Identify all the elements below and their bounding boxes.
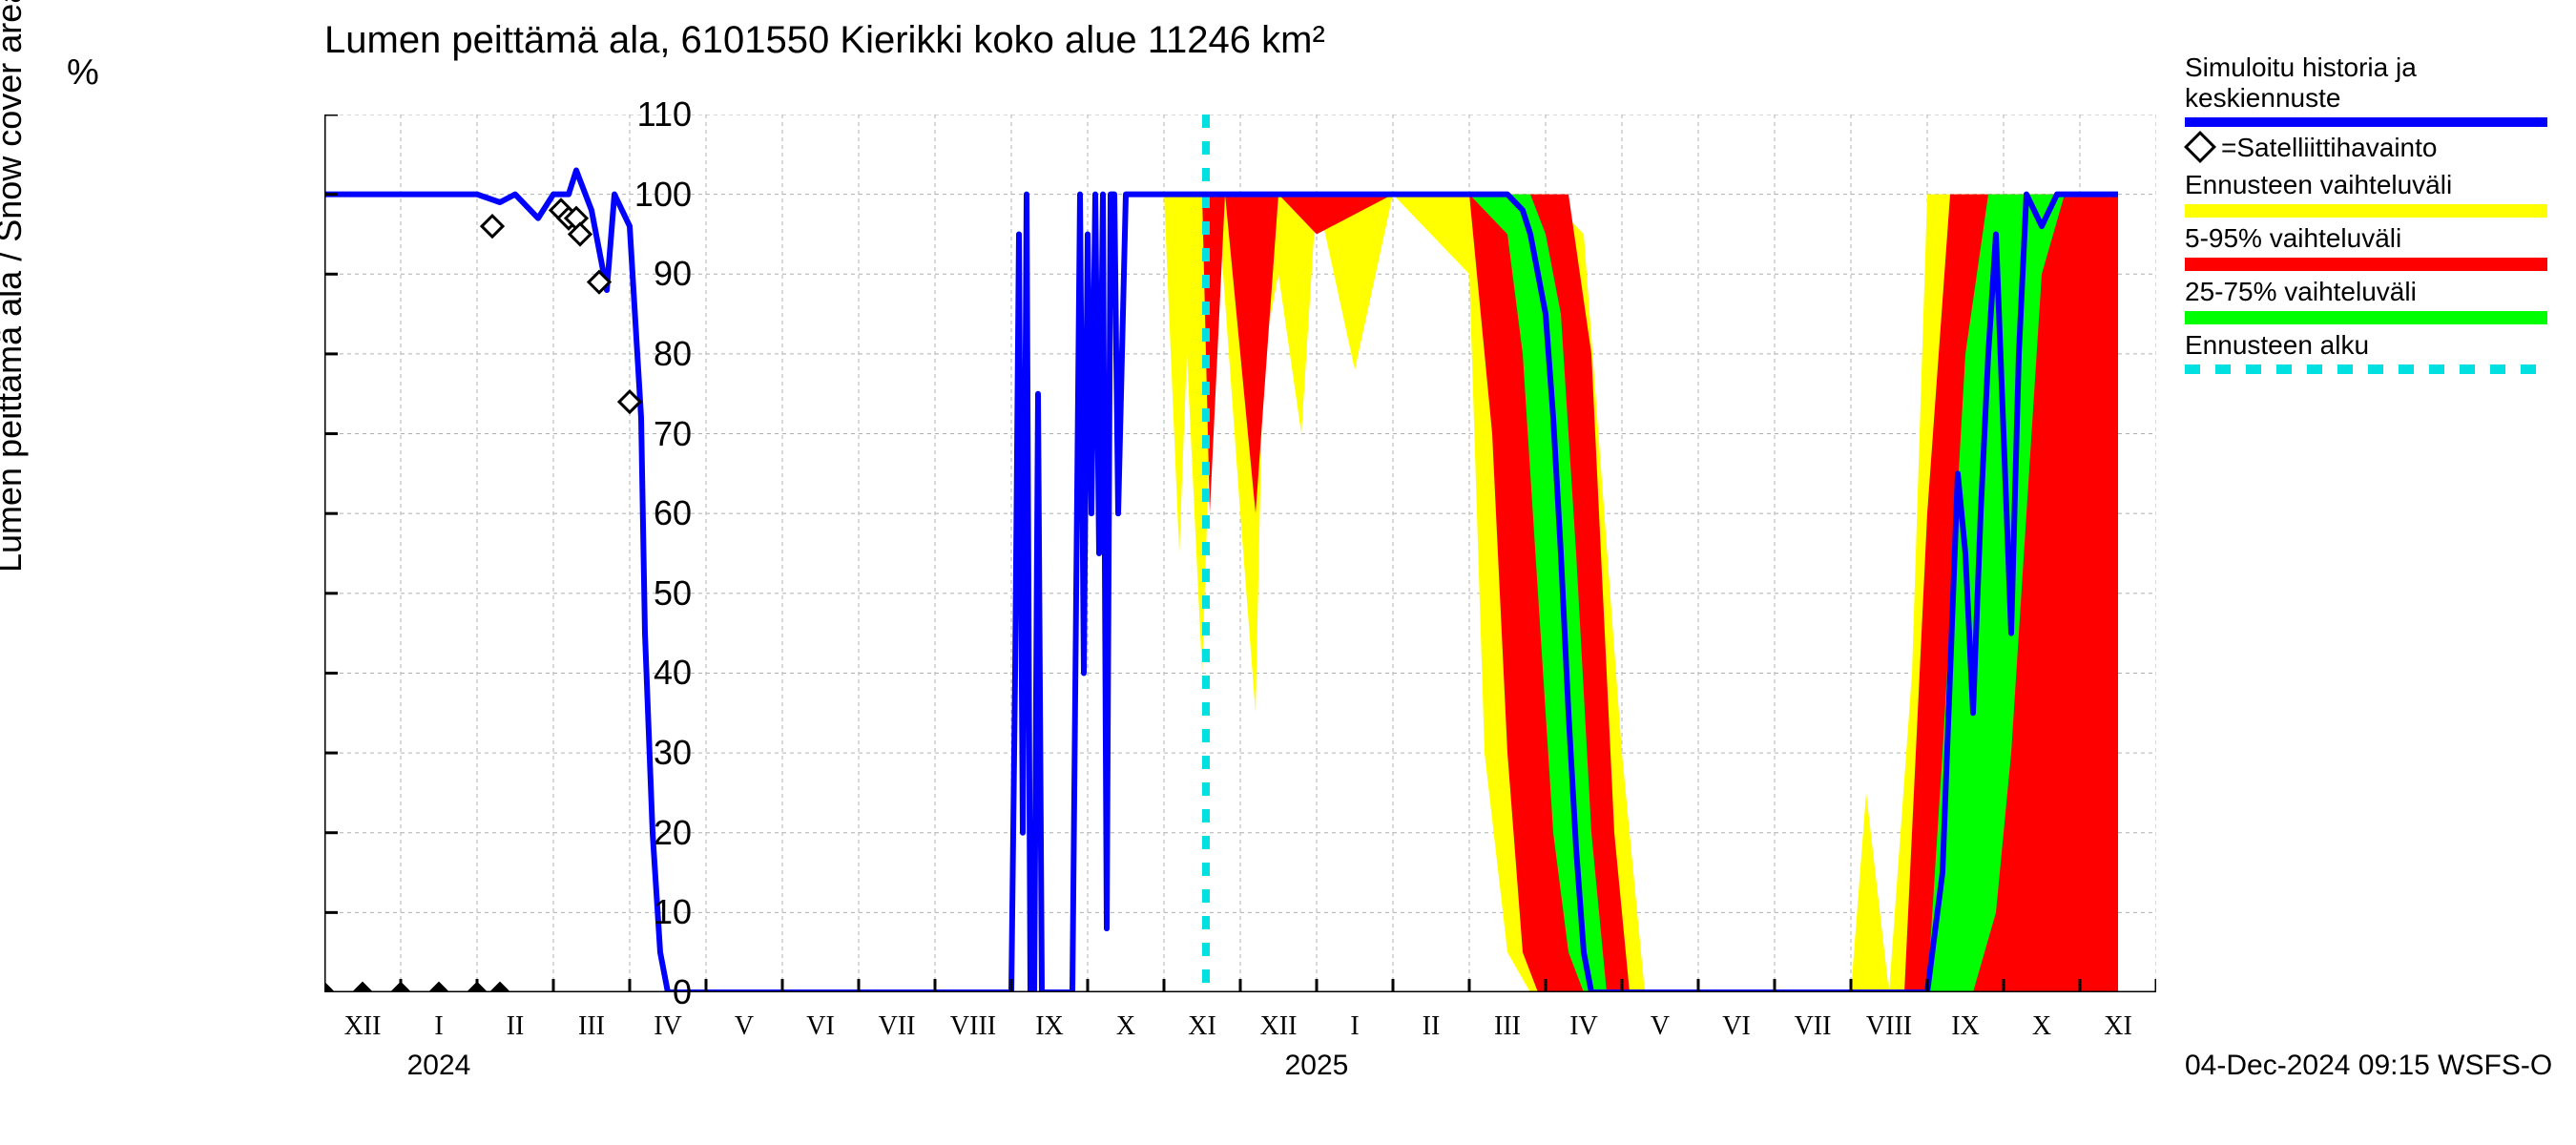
legend-item: Ennusteen alku [2185,330,2566,374]
x-tick-label: II [1423,1011,1441,1042]
y-tick-label: 110 [637,94,692,135]
x-tick-label: IV [1569,1011,1598,1042]
x-tick-label: I [1350,1011,1359,1042]
y-tick-label: 0 [673,972,692,1012]
y-tick-label: 30 [654,733,692,773]
y-tick-label: 20 [654,813,692,853]
x-year-label: 2025 [1285,1050,1349,1082]
x-tick-label: X [1116,1011,1135,1042]
plot-area [324,114,2156,992]
legend: Simuloitu historia ja keskiennuste =Satel… [2185,52,2566,380]
y-tick-label: 50 [654,573,692,614]
legend-label: 5-95% vaihteluväli [2185,223,2566,254]
y-axis-unit: % [67,52,99,94]
x-year-label: 2024 [407,1050,471,1082]
x-tick-label: V [735,1011,754,1042]
chart-container: Lumen peittämä ala, 6101550 Kierikki kok… [0,0,2576,1145]
x-tick-label: VII [1795,1011,1832,1042]
legend-label: Ennusteen vaihteluväli [2185,170,2566,200]
legend-label: Ennusteen alku [2185,330,2566,361]
y-tick-label: 70 [654,414,692,454]
plot-svg [324,114,2156,992]
legend-swatch [2185,311,2547,324]
legend-label: 25-75% vaihteluväli [2185,277,2566,307]
x-tick-label: VII [879,1011,916,1042]
x-tick-label: V [1651,1011,1670,1042]
x-tick-label: VI [806,1011,835,1042]
legend-swatch [2185,117,2547,127]
x-tick-label: IV [654,1011,682,1042]
y-tick-label: 60 [654,493,692,533]
legend-item: 25-75% vaihteluväli [2185,277,2566,324]
diamond-icon [2184,131,2216,163]
legend-item: Simuloitu historia ja keskiennuste [2185,52,2566,127]
y-tick-label: 80 [654,334,692,374]
x-tick-label: IX [1951,1011,1980,1042]
legend-item: =Satelliittihavainto [2185,133,2566,163]
legend-item: 5-95% vaihteluväli [2185,223,2566,271]
x-tick-label: VIII [950,1011,996,1042]
x-tick-label: I [434,1011,443,1042]
y-tick-label: 90 [654,254,692,294]
x-tick-label: XI [2104,1011,2132,1042]
x-tick-label: IX [1035,1011,1064,1042]
x-tick-label: II [507,1011,525,1042]
y-tick-label: 100 [634,175,692,215]
timestamp: 04-Dec-2024 09:15 WSFS-O [2185,1050,2552,1082]
y-tick-label: 10 [654,892,692,932]
chart-title: Lumen peittämä ala, 6101550 Kierikki kok… [324,19,1325,62]
x-tick-label: XI [1188,1011,1216,1042]
legend-item: Ennusteen vaihteluväli [2185,170,2566,218]
x-tick-label: VI [1722,1011,1751,1042]
x-tick-label: VIII [1866,1011,1912,1042]
y-axis-label: Lumen peittämä ala / Snow cover area [0,0,30,572]
legend-label: Simuloitu historia ja keskiennuste [2185,52,2566,114]
x-tick-label: X [2032,1011,2051,1042]
legend-swatch [2185,258,2547,271]
legend-swatch [2185,204,2547,218]
legend-label: =Satelliittihavainto [2221,133,2437,162]
x-tick-label: XII [1260,1011,1298,1042]
y-tick-label: 40 [654,653,692,693]
legend-swatch [2185,364,2547,374]
x-tick-label: III [578,1011,605,1042]
x-tick-label: XII [344,1011,382,1042]
x-tick-label: III [1494,1011,1521,1042]
